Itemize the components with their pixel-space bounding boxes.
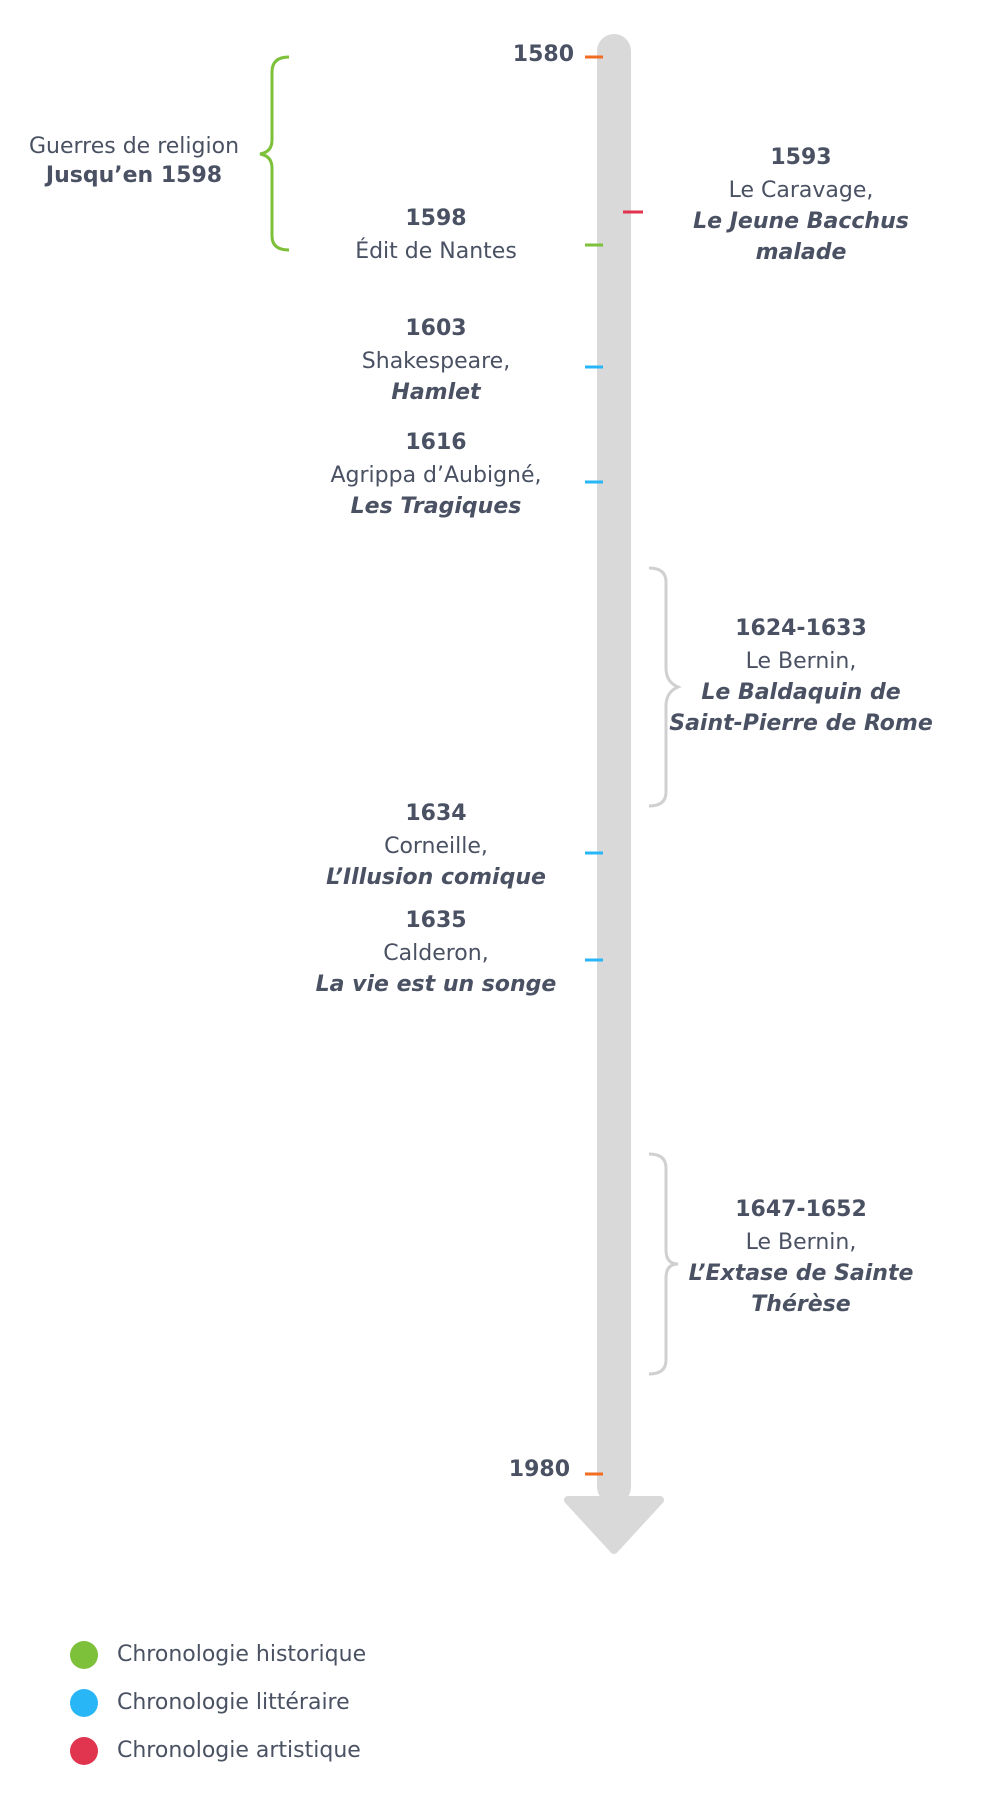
- event-year: 1624-1633: [735, 616, 867, 641]
- event-work: L’Illusion comique: [326, 865, 546, 890]
- legend-label: Chronologie littéraire: [117, 1690, 350, 1715]
- legend-label: Chronologie historique: [117, 1642, 366, 1667]
- event-text: Édit de Nantes: [355, 238, 517, 264]
- period-label: Guerres de religion: [29, 134, 239, 159]
- event-author: Agrippa d’Aubigné,: [330, 463, 541, 488]
- event-year: 1616: [405, 430, 466, 455]
- event-work: Hamlet: [391, 380, 482, 405]
- event-work: Le Baldaquin de: [701, 680, 900, 705]
- event-work: La vie est un songe: [316, 972, 557, 997]
- event-work: Les Tragiques: [351, 494, 522, 519]
- event-year: 1634: [405, 801, 466, 826]
- range-brace: [648, 1152, 679, 1376]
- axis-bar: [597, 34, 631, 1504]
- range-brace: [648, 566, 682, 808]
- event-year: 1603: [405, 316, 466, 341]
- legend-label: Chronologie artistique: [117, 1738, 361, 1763]
- event-year: 1593: [770, 145, 831, 170]
- axis-arrow: [564, 1496, 664, 1554]
- event-year: 1635: [405, 908, 466, 933]
- event-author: Corneille,: [384, 834, 488, 859]
- period-until: Jusqu’en 1598: [44, 163, 222, 188]
- event-year: 1598: [405, 206, 466, 231]
- events: 1580 1980 Guerres de religion Jusqu’en 1598…: [29, 42, 933, 1765]
- event-author: Shakespeare,: [362, 349, 510, 374]
- event-work: Saint-Pierre de Rome: [669, 711, 933, 736]
- event-author: Calderon,: [383, 941, 488, 966]
- event-author: Le Bernin,: [746, 1230, 857, 1255]
- event-year: 1647-1652: [735, 1197, 867, 1222]
- legend-dot: [70, 1641, 98, 1669]
- end-year: 1980: [509, 1457, 570, 1482]
- event-author: Le Bernin,: [746, 649, 857, 674]
- event-work: L’Extase de Sainte: [689, 1261, 914, 1286]
- event-work: malade: [756, 240, 847, 265]
- event-work: Thérèse: [751, 1292, 850, 1317]
- event-author: Le Caravage,: [729, 178, 874, 203]
- period-brace: [259, 55, 290, 252]
- event-work: Le Jeune Bacchus: [693, 209, 909, 234]
- legend-dot: [70, 1737, 98, 1765]
- legend-dot: [70, 1689, 98, 1717]
- start-year: 1580: [513, 42, 574, 67]
